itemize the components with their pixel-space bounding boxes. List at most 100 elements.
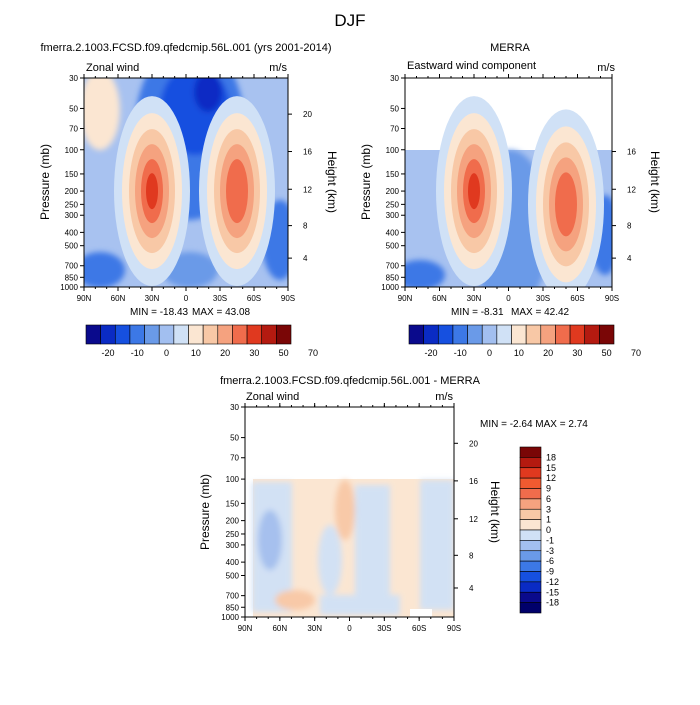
pressure-tick-label: 400 <box>386 228 400 237</box>
colorbar-label: -10 <box>454 348 467 358</box>
pressure-tick-label: 150 <box>65 170 79 179</box>
westerly-jet <box>226 159 248 224</box>
pressure-tick-label: 250 <box>65 200 79 209</box>
westerly-jet <box>468 173 480 210</box>
colorbar-cell <box>232 324 248 345</box>
lat-tick-label: 30N <box>467 294 482 303</box>
pressure-tick-label: 100 <box>226 475 240 484</box>
colorbar-cell <box>217 324 233 345</box>
colorbar-label: -10 <box>131 348 144 358</box>
pressure-tick-label: 70 <box>390 125 399 134</box>
colorbar-cell <box>129 324 145 345</box>
height-tick-label: 20 <box>469 439 478 448</box>
panel-diff: fmerra.2.1003.FCSD.f09.qfedcmip.56L.001 … <box>198 375 588 633</box>
colorbar-cell <box>276 324 292 345</box>
colorbar-label: 50 <box>602 348 612 358</box>
panel-model-ylabel-right: Height (km) <box>325 151 339 213</box>
pressure-tick-label: 500 <box>386 242 400 251</box>
panel-merra-title: MERRA <box>490 42 530 54</box>
diff-positive-spot-2 <box>275 590 315 610</box>
colorbar-cell <box>519 498 542 510</box>
diff-negative-band-2 <box>355 485 390 610</box>
pressure-tick-label: 850 <box>65 273 79 282</box>
lat-tick-label: 30N <box>307 624 322 633</box>
colorbar-cell <box>519 560 542 572</box>
colorbar-cell <box>202 324 219 345</box>
diff-negative-near-surface <box>320 595 400 615</box>
stratosphere-westerly <box>84 78 120 150</box>
lat-tick-label: 0 <box>347 624 352 633</box>
colorbar-cell <box>467 324 483 345</box>
panel-diff-minmax: MIN = -2.64 MAX = 2.74 <box>480 419 588 430</box>
pressure-tick-label: 700 <box>226 592 240 601</box>
pressure-tick-label: 1000 <box>221 613 239 622</box>
diff-missing-patch <box>410 609 432 617</box>
pressure-tick-label: 700 <box>386 262 400 271</box>
pressure-tick-label: 850 <box>226 603 240 612</box>
lat-tick-label: 0 <box>184 294 189 303</box>
colorbar-label: -9 <box>546 567 554 577</box>
pressure-tick-label: 150 <box>226 499 240 508</box>
colorbar-cell <box>519 529 542 541</box>
colorbar-label: -6 <box>546 556 554 566</box>
pressure-tick-label: 200 <box>65 187 79 196</box>
westerly-jet <box>555 172 577 237</box>
lat-tick-label: 60N <box>432 294 447 303</box>
colorbar-cell <box>599 324 615 345</box>
surface-easterlies-left <box>405 260 445 287</box>
colorbar-cell <box>519 508 542 520</box>
colorbar-label: 1 <box>546 515 551 525</box>
colorbar-cell <box>511 324 527 345</box>
lat-tick-label: 30S <box>536 294 550 303</box>
colorbar-label: 9 <box>546 484 551 494</box>
height-tick-label: 8 <box>627 222 632 231</box>
colorbar-label: -18 <box>546 598 559 608</box>
panel-model-jets <box>114 96 275 287</box>
diff-negative-spot-1 <box>258 510 282 570</box>
panel-model-max: MAX = 43.08 <box>192 307 251 318</box>
pressure-tick-label: 50 <box>230 434 239 443</box>
pressure-tick-label: 250 <box>386 200 400 209</box>
pressure-tick-label: 850 <box>386 273 400 282</box>
colorbar-cell <box>114 324 131 345</box>
panel-model-left-label: Zonal wind <box>86 62 139 74</box>
pressure-tick-label: 300 <box>226 541 240 550</box>
colorbar-label: -20 <box>101 348 114 358</box>
pressure-tick-label: 70 <box>230 454 239 463</box>
colorbar-cell <box>519 488 542 500</box>
panel-model-units: m/s <box>269 62 287 74</box>
colorbar-label: -3 <box>546 546 554 556</box>
colorbar-label: 70 <box>308 348 318 358</box>
colorbar-label: -20 <box>424 348 437 358</box>
height-tick-label: 12 <box>627 185 636 194</box>
panel-merra-ylabel: Pressure (mb) <box>359 144 373 220</box>
colorbar-cell <box>85 324 101 345</box>
westerly-jet <box>146 173 158 210</box>
colorbar-cell <box>555 324 571 345</box>
colorbar-merra: -20 -10 0 10 20 30 50 70 <box>408 324 641 358</box>
colorbar-cell <box>525 324 542 345</box>
panel-diff-ylabel: Pressure (mb) <box>198 474 212 550</box>
pressure-tick-label: 1000 <box>381 283 399 292</box>
lat-tick-label: 60S <box>570 294 584 303</box>
panel-merra-units: m/s <box>597 62 615 74</box>
pressure-tick-label: 50 <box>390 104 399 113</box>
lat-tick-label: 0 <box>506 294 511 303</box>
colorbar-label: 70 <box>631 348 641 358</box>
panel-model: fmerra.2.1003.FCSD.f09.qfedcmip.56L.001 … <box>38 42 339 318</box>
panel-merra-min: MIN = -8.31 <box>451 307 504 318</box>
lat-tick-label: 90S <box>605 294 619 303</box>
pressure-tick-label: 500 <box>226 571 240 580</box>
panel-merra-max: MAX = 42.42 <box>511 307 570 318</box>
height-tick-label: 4 <box>469 584 474 593</box>
height-tick-label: 12 <box>469 515 478 524</box>
colorbar-label: 0 <box>164 348 169 358</box>
pressure-tick-label: 30 <box>230 403 239 412</box>
colorbar-cell <box>408 324 424 345</box>
pressure-tick-label: 300 <box>65 211 79 220</box>
